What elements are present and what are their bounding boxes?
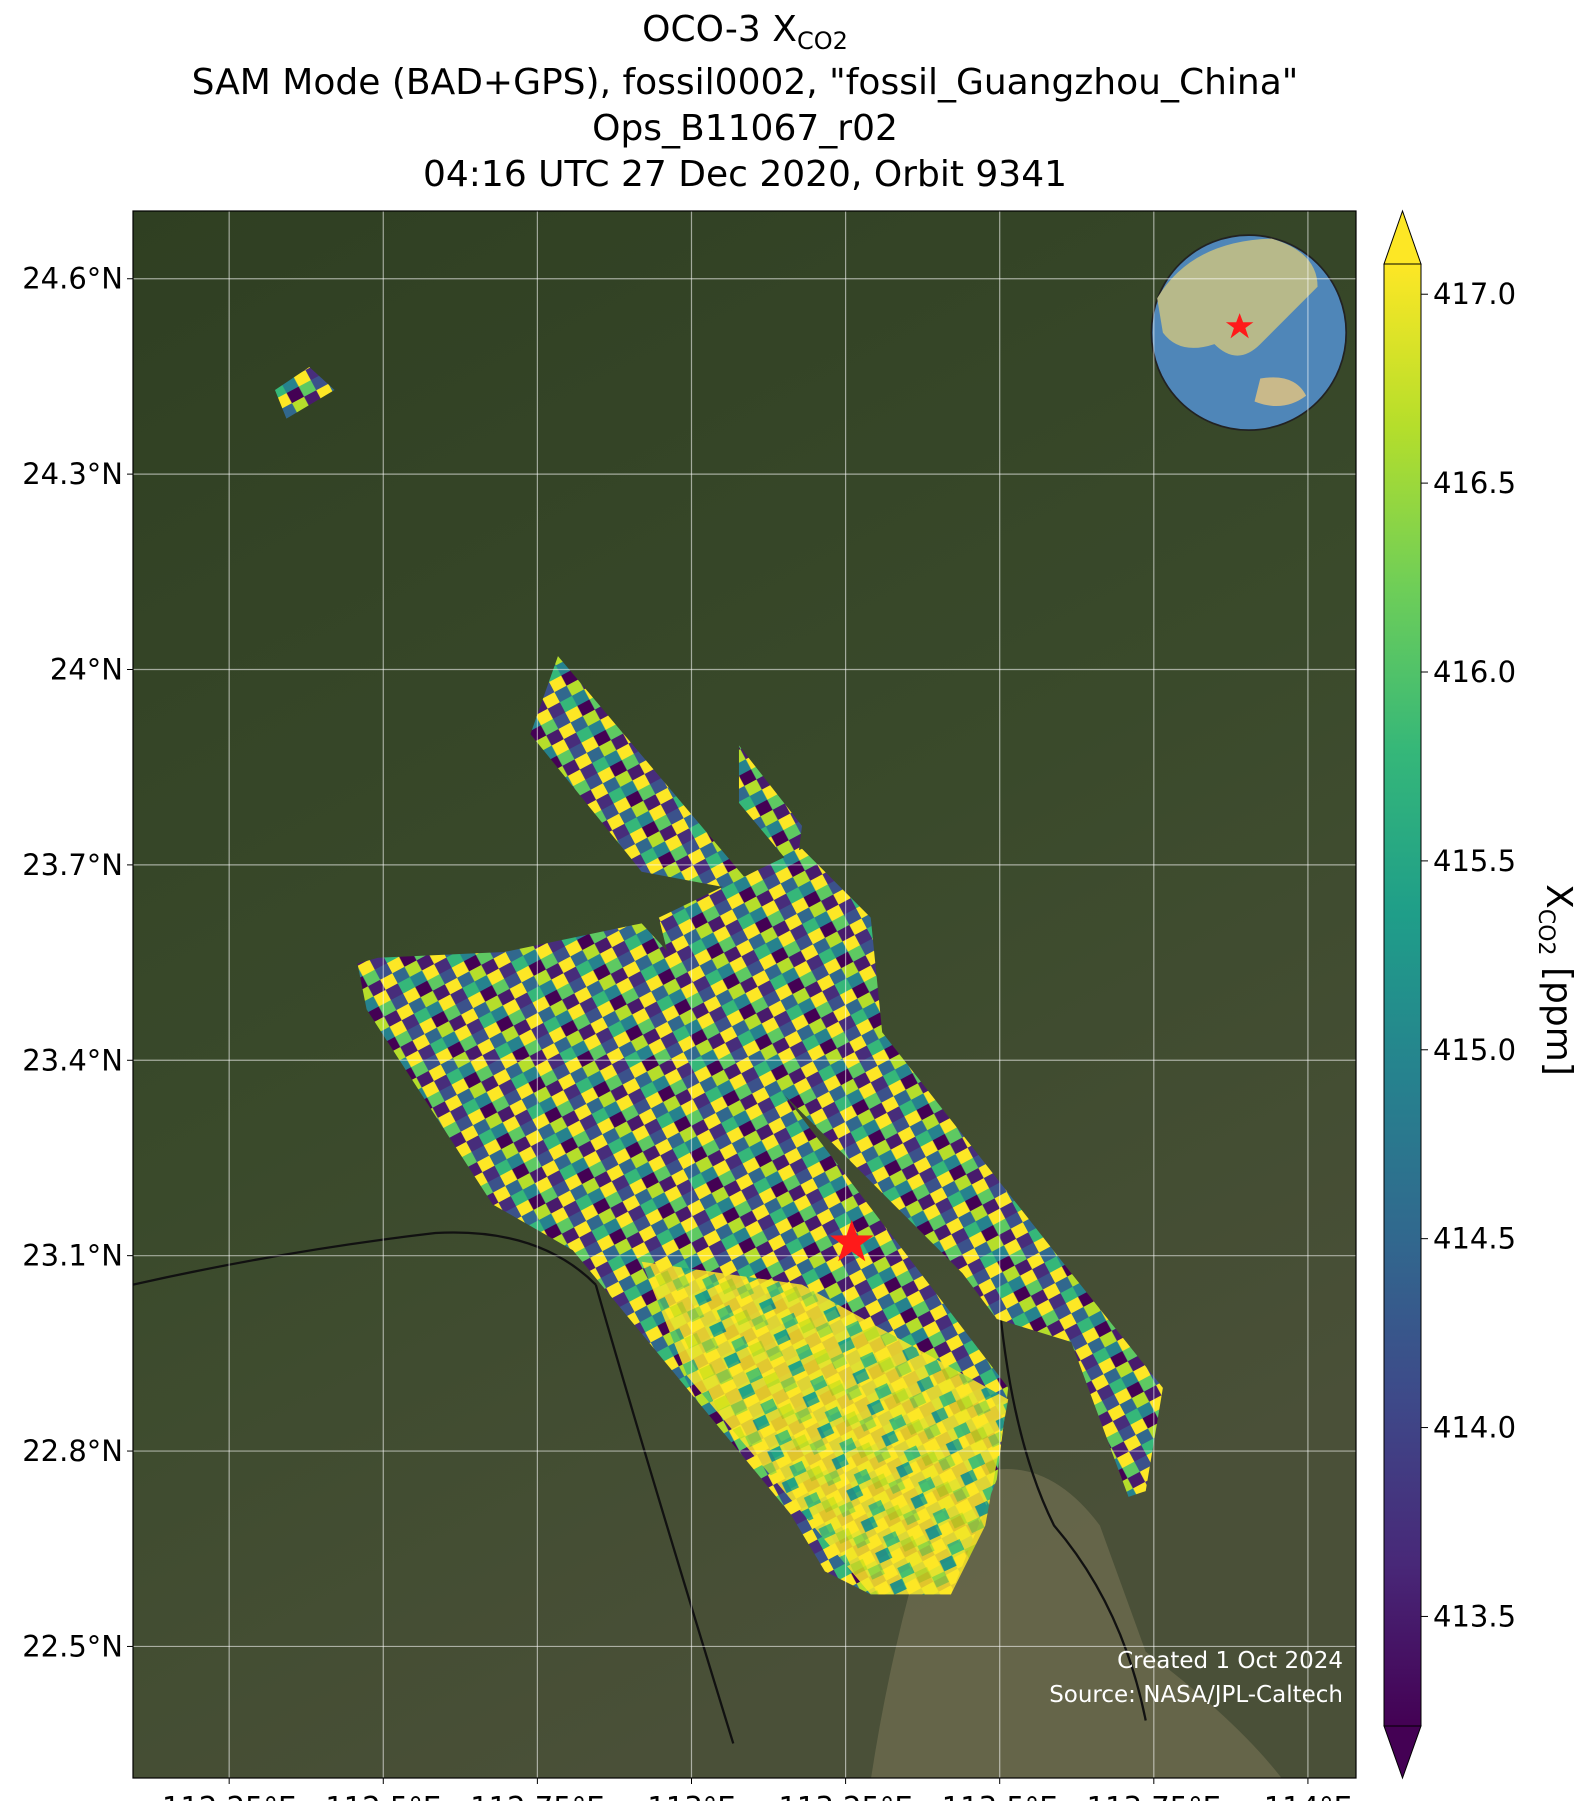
swath (658, 848, 1163, 1497)
y-tick-label: 24.6°N (22, 262, 123, 296)
coastline (133, 1215, 1147, 1744)
y-tick-label: 23.4°N (22, 1043, 123, 1077)
annotation: Source: NASA/JPL-Caltech (1049, 1682, 1343, 1708)
x-tick-label: 113°E (647, 1791, 735, 1801)
x-tick-label: 113.25°E (778, 1791, 912, 1801)
y-tick-label: 24°N (50, 653, 123, 687)
colorbar-tick-label: 415.5 (1433, 844, 1516, 878)
colorbar-tick-label: 413.5 (1433, 1599, 1516, 1633)
colorbar-label-text: X (1538, 884, 1579, 909)
colorbar: 413.5 414.0 414.5 415.0 415.5 416.0 416.5 417.0… (1383, 209, 1579, 1780)
globe-star (1225, 313, 1254, 339)
colorbar-extend-top (1383, 209, 1422, 265)
colorbar-tick-label: 416.5 (1433, 466, 1516, 500)
x-tick-label: 112.5°E (325, 1791, 441, 1801)
colorbar-label-unit: [ppm] (1538, 956, 1579, 1076)
colorbar-tick-label: 414.0 (1433, 1411, 1516, 1445)
title-line: 04:16 UTC 27 Dec 2020, Orbit 9341 (423, 154, 1067, 195)
x-tick-label: 114°E (1264, 1791, 1352, 1801)
y-tick-label: 24.3°N (22, 457, 123, 491)
x-tick-label: 112.75°E (470, 1791, 604, 1801)
colorbar-label: XCO2 [ppm] (1533, 884, 1579, 1076)
swath (641, 1261, 1009, 1595)
y-tick-label: 22.8°N (22, 1434, 123, 1468)
y-tick-label: 23.1°N (22, 1239, 123, 1273)
title-block: OCO-3 XCO2 SAM Mode (BAD+GPS), fossil0002… (192, 9, 1299, 195)
swath (738, 745, 802, 872)
globe-land (1254, 377, 1307, 407)
colorbar-extend-bottom (1383, 1725, 1422, 1780)
x-tick-label: 113.5°E (942, 1791, 1058, 1801)
swath (274, 367, 335, 419)
title-subscript: CO2 (797, 27, 848, 55)
colorbar-tick-label: 417.0 (1433, 277, 1516, 311)
map (133, 211, 1356, 1778)
title-line: SAM Mode (BAD+GPS), fossil0002, "fossil_… (192, 62, 1299, 103)
colorbar-tick-label: 416.0 (1433, 655, 1516, 689)
globe-land (1157, 238, 1318, 356)
x-tick-label: 112.25°E (162, 1791, 296, 1801)
target-star (829, 1219, 874, 1262)
title-line: Ops_B11067_r02 (592, 108, 898, 149)
colorbar-tick-label: 414.5 (1433, 1222, 1516, 1256)
grid (133, 211, 1356, 1778)
y-tick-label: 22.5°N (22, 1629, 123, 1663)
colorbar-label-subscript: CO2 (1533, 909, 1558, 956)
axes-frame (132, 210, 1357, 1779)
title-text: OCO-3 X (642, 9, 797, 50)
annotation: Created 1 Oct 2024 (1117, 1648, 1343, 1674)
y-tick-label: 23.7°N (22, 848, 123, 882)
ticks: 112.25°E 112.5°E 112.75°E 113°E 113.25°E 113.… (22, 262, 1352, 1801)
title-line: OCO-3 XCO2 (642, 9, 848, 55)
colorbar-body (1383, 263, 1422, 1727)
colorbar-tick-label: 415.0 (1433, 1033, 1516, 1067)
x-tick-label: 113.75°E (1087, 1791, 1221, 1801)
